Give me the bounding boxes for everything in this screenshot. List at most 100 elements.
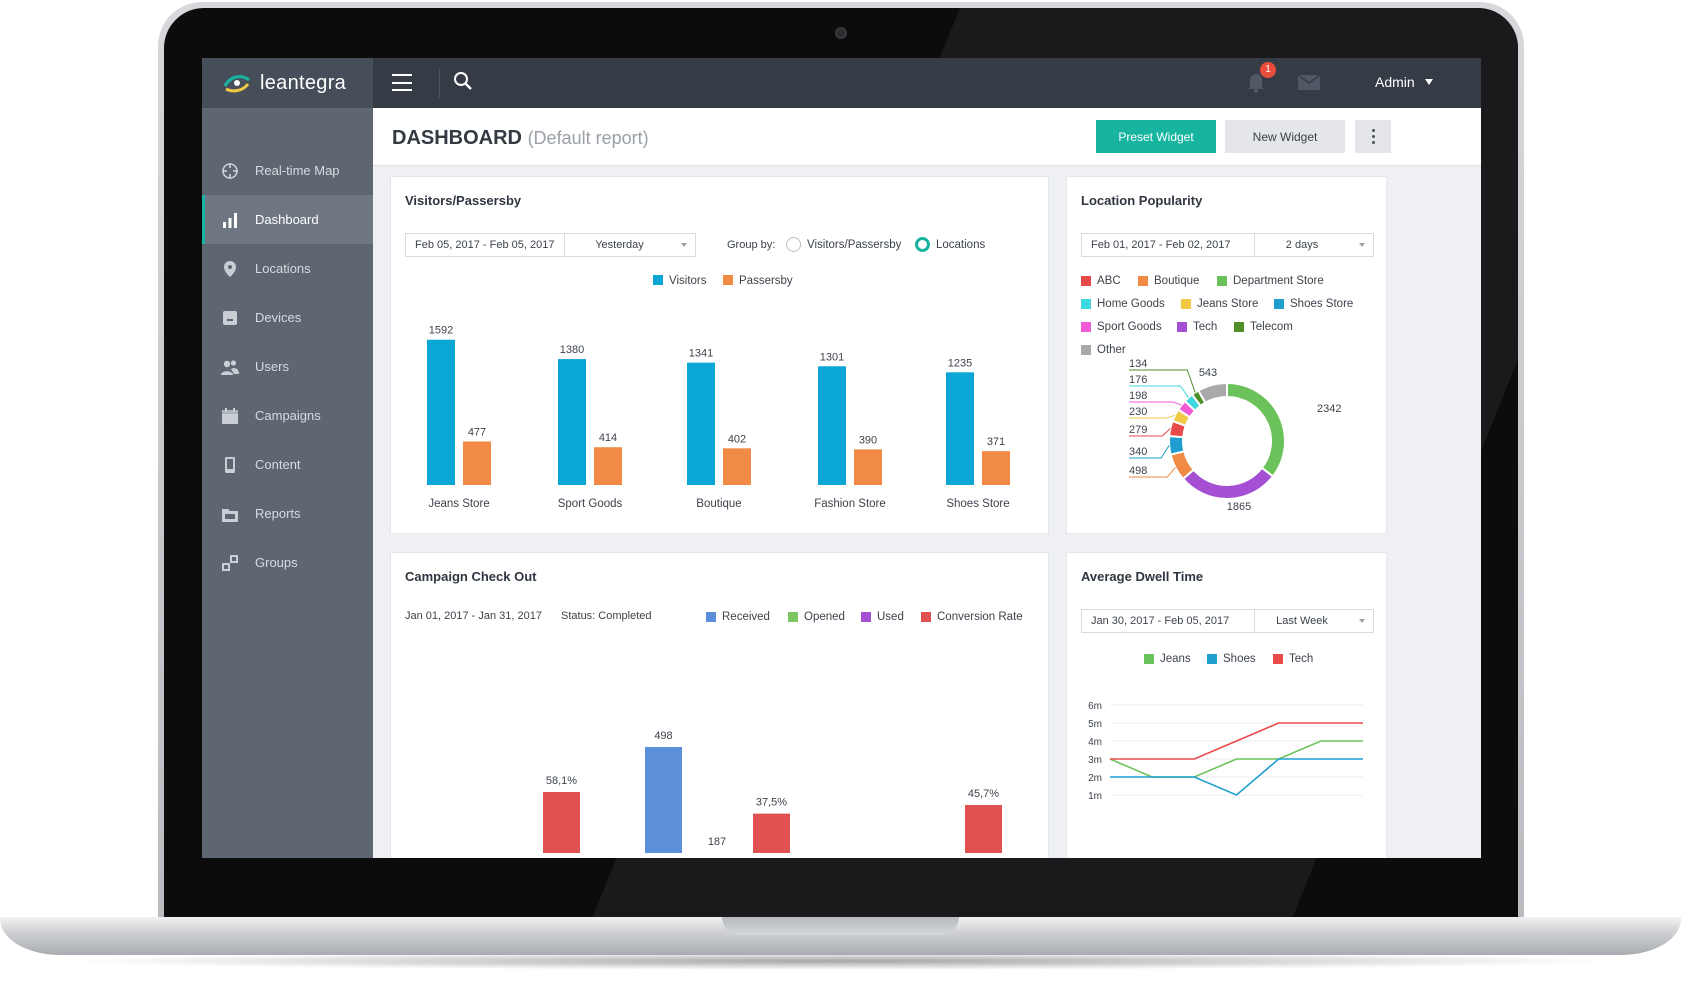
mail-icon[interactable]	[1298, 75, 1320, 90]
slice-value-label: 1865	[1227, 501, 1251, 513]
slice-value-label: 134	[1129, 358, 1147, 370]
legend-jeans-store[interactable]: Jeans Store	[1181, 298, 1258, 310]
legend-label: Received	[722, 611, 770, 623]
new-widget-button[interactable]: New Widget	[1225, 120, 1345, 153]
bar-passersby[interactable]	[594, 447, 622, 485]
bar-conversion-rate[interactable]	[543, 791, 580, 853]
legend-label: Sport Goods	[1097, 321, 1162, 333]
legend-opened[interactable]: Opened	[788, 611, 845, 623]
card-title: Visitors/Passersby	[405, 193, 522, 208]
legend-telecom[interactable]: Telecom	[1234, 321, 1293, 333]
legend-received[interactable]: Received	[706, 611, 770, 623]
legend-swatch	[861, 612, 871, 622]
sidebar-item-groups[interactable]: Groups	[202, 538, 373, 587]
legend-label: Visitors	[669, 275, 707, 287]
bar-visitors[interactable]	[946, 372, 974, 485]
legend-swatch	[1217, 276, 1227, 286]
legend-shoes[interactable]: Shoes	[1207, 653, 1256, 665]
folder-icon	[221, 505, 239, 523]
legend-swatch	[1081, 276, 1091, 286]
donut-slice[interactable]	[1196, 381, 1228, 405]
bar-passersby[interactable]	[854, 449, 882, 485]
bar-conversion-rate[interactable]	[965, 805, 1002, 853]
location-donut-chart: 2342 1865 543 498 340 279 230 198 176 134	[1129, 358, 1341, 513]
legend-conversion-rate[interactable]: Conversion Rate	[921, 611, 1023, 623]
legend-label: Shoes Store	[1290, 298, 1354, 310]
notification-badge: 1	[1260, 62, 1276, 78]
legend-other[interactable]: Other	[1081, 344, 1126, 356]
bar-received[interactable]	[645, 747, 682, 853]
more-options-icon[interactable]	[1355, 120, 1391, 153]
legend-passersby[interactable]: Passersby	[723, 275, 793, 287]
legend-label: Tech	[1193, 321, 1218, 333]
legend-swatch	[1181, 299, 1191, 309]
sidebar-item-reports[interactable]: Reports	[202, 489, 373, 538]
slice-value-label: 2342	[1317, 403, 1341, 415]
legend-used[interactable]: Used	[861, 611, 904, 623]
bar-visitors[interactable]	[558, 359, 586, 485]
page-title-main: DASHBOARD	[392, 127, 522, 149]
sidebar-item-campaigns[interactable]: Campaigns	[202, 391, 373, 440]
group-by-visitors-radio[interactable]: Visitors/Passersby	[786, 237, 901, 252]
legend-shoes-store[interactable]: Shoes Store	[1274, 298, 1353, 310]
legend-home-goods[interactable]: Home Goods	[1081, 298, 1165, 310]
legend-jeans[interactable]: Jeans	[1144, 653, 1191, 665]
legend-boutique[interactable]: Boutique	[1138, 275, 1199, 287]
location-date-select[interactable]: Feb 01, 2017 - Feb 02, 2017 2 days	[1081, 233, 1374, 257]
bar-visitors[interactable]	[687, 362, 715, 485]
bar-visitors[interactable]	[427, 339, 455, 485]
legend-swatch	[706, 612, 716, 622]
category-label: Sport Goods	[558, 498, 623, 510]
users-icon	[221, 358, 239, 376]
bar-passersby[interactable]	[982, 451, 1010, 485]
sidebar-item-content[interactable]: Content	[202, 440, 373, 489]
legend-swatch	[1234, 322, 1244, 332]
date-range: Jan 30, 2017 - Feb 05, 2017	[1091, 615, 1230, 627]
laptop-shadow	[60, 952, 1620, 970]
legend-swatch	[723, 275, 733, 285]
leader-line	[1129, 414, 1176, 419]
y-tick-label: 1m	[1088, 791, 1102, 802]
legend-tech[interactable]: Tech	[1273, 653, 1313, 665]
preset-widget-button[interactable]: Preset Widget	[1096, 120, 1216, 153]
bar-value-label: 498	[654, 730, 672, 742]
legend-tech[interactable]: Tech	[1177, 321, 1217, 333]
search-icon[interactable]	[453, 71, 473, 91]
sidebar-item-real-time-map[interactable]: Real-time Map	[202, 146, 373, 195]
dwell-date-select[interactable]: Jan 30, 2017 - Feb 05, 2017 Last Week	[1081, 609, 1374, 633]
laptop-notch	[722, 917, 959, 935]
bar-visitors[interactable]	[818, 366, 846, 485]
menu-icon[interactable]	[392, 74, 412, 91]
card-title: Location Popularity	[1081, 193, 1203, 208]
logo[interactable]: leantegra	[202, 58, 373, 108]
bar-value-label: 58,1%	[546, 775, 577, 787]
bar-passersby[interactable]	[463, 441, 491, 485]
legend-visitors[interactable]: Visitors	[653, 275, 707, 287]
bar-conversion-rate[interactable]	[753, 813, 790, 853]
user-menu[interactable]: Admin	[1375, 74, 1433, 90]
donut-slice[interactable]	[1226, 381, 1286, 478]
group-by-locations-radio[interactable]: Locations	[915, 237, 985, 252]
legend-department-store[interactable]: Department Store	[1217, 275, 1324, 287]
bell-icon[interactable]	[1246, 71, 1266, 93]
legend-label: Opened	[804, 611, 845, 623]
y-tick-label: 6m	[1088, 701, 1102, 712]
sidebar-item-devices[interactable]: Devices	[202, 293, 373, 342]
crosshair-icon	[221, 162, 239, 180]
sidebar-item-dashboard[interactable]: Dashboard	[202, 195, 373, 244]
legend-abc[interactable]: ABC	[1081, 275, 1121, 287]
legend-label: Tech	[1289, 653, 1314, 665]
visitors-date-select[interactable]: Feb 05, 2017 - Feb 05, 2017 Yesterday	[405, 233, 696, 257]
sidebar-item-users[interactable]: Users	[202, 342, 373, 391]
legend-label: Passersby	[739, 275, 793, 287]
legend-sport-goods[interactable]: Sport Goods	[1081, 321, 1162, 333]
phone-icon	[221, 456, 239, 474]
bar-passersby[interactable]	[723, 448, 751, 485]
donut-slice[interactable]	[1181, 466, 1275, 500]
sidebar-item-label: Real-time Map	[255, 163, 340, 178]
y-tick-label: 5m	[1088, 719, 1102, 730]
sidebar-item-locations[interactable]: Locations	[202, 244, 373, 293]
legend-label: Used	[877, 611, 904, 623]
slice-value-label: 498	[1129, 465, 1147, 477]
donut-slice[interactable]	[1168, 434, 1186, 456]
